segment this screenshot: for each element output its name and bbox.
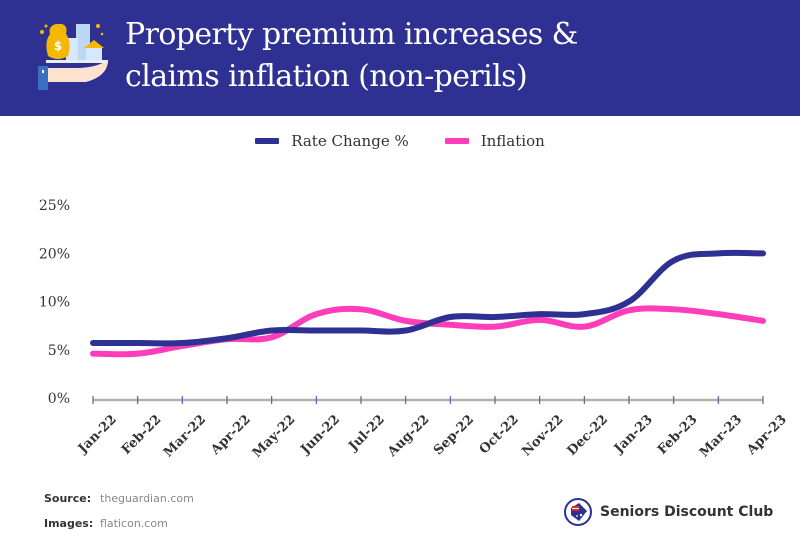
data-point-inflation[interactable] — [760, 318, 766, 324]
series-lines — [90, 249, 766, 358]
x-tick-label: Jul-22 — [345, 412, 387, 454]
data-point-rate-change[interactable] — [135, 340, 141, 346]
data-point-inflation[interactable] — [492, 324, 498, 330]
title-line-2: claims inflation (non-perils) — [125, 59, 528, 94]
images-line: Images: flaticon.com — [44, 517, 168, 530]
x-tick-label: Dec-22 — [565, 412, 612, 459]
legend-swatch-rate-change — [255, 138, 280, 144]
data-point-rate-change[interactable] — [760, 250, 766, 256]
data-point-rate-change[interactable] — [626, 299, 632, 305]
data-point-inflation[interactable] — [581, 324, 587, 330]
legend-swatch-inflation — [444, 138, 469, 144]
x-tick-label: May-22 — [250, 412, 299, 461]
data-point-rate-change[interactable] — [581, 311, 587, 317]
y-tick-label: 20% — [39, 246, 70, 262]
legend-label-rate-change: Rate Change % — [291, 132, 409, 150]
data-point-rate-change[interactable] — [715, 250, 721, 256]
money-bag-buildings-hand-icon: $ — [38, 24, 108, 90]
y-tick-label: 25% — [39, 198, 70, 214]
data-point-rate-change[interactable] — [313, 328, 319, 334]
data-point-rate-change[interactable] — [358, 328, 364, 334]
x-tick-label: Jan-22 — [75, 412, 120, 457]
x-tick-label: Feb-23 — [655, 412, 701, 458]
data-point-inflation[interactable] — [671, 306, 677, 312]
chart-title: Property premium increases & claims infl… — [125, 14, 578, 98]
chart-legend: Rate Change % Inflation — [0, 132, 800, 150]
data-point-inflation[interactable] — [537, 317, 543, 323]
x-tick-label: Oct-22 — [477, 412, 522, 457]
data-point-inflation[interactable] — [313, 311, 319, 317]
legend-item-inflation[interactable]: Inflation — [444, 132, 545, 150]
title-line-1: Property premium increases & — [125, 17, 578, 52]
data-point-inflation[interactable] — [358, 306, 364, 312]
data-point-rate-change[interactable] — [447, 314, 453, 320]
x-tick-label: Aug-22 — [384, 412, 432, 460]
x-tick-label: Jun-22 — [298, 412, 344, 458]
y-tick-label: 5% — [48, 343, 70, 359]
data-point-rate-change[interactable] — [403, 328, 409, 334]
x-tick-label: Feb-22 — [119, 412, 165, 458]
data-point-rate-change[interactable] — [492, 314, 498, 320]
images-label: Images: — [44, 517, 94, 530]
legend-item-rate-change[interactable]: Rate Change % — [255, 132, 409, 150]
data-point-inflation[interactable] — [90, 351, 96, 357]
y-tick-label: 0% — [48, 391, 70, 407]
data-point-rate-change[interactable] — [671, 258, 677, 264]
x-tick-label: Sep-22 — [431, 412, 477, 458]
data-point-inflation[interactable] — [447, 322, 453, 328]
australia-flag-tag-icon — [564, 498, 592, 526]
legend-label-inflation: Inflation — [480, 132, 545, 150]
source-label: Source: — [44, 492, 92, 505]
source-line: Source: theguardian.com — [44, 492, 194, 505]
images-value[interactable]: flaticon.com — [100, 517, 168, 530]
data-point-rate-change[interactable] — [179, 340, 185, 346]
data-point-inflation[interactable] — [269, 334, 275, 340]
y-tick-label: 10% — [39, 295, 70, 311]
source-value[interactable]: theguardian.com — [100, 492, 194, 505]
data-point-rate-change[interactable] — [269, 328, 275, 334]
data-point-rate-change[interactable] — [90, 340, 96, 346]
data-point-inflation[interactable] — [626, 307, 632, 313]
data-point-rate-change[interactable] — [224, 335, 230, 341]
x-tick-label: Jan-23 — [611, 412, 656, 457]
data-point-rate-change[interactable] — [537, 311, 543, 317]
x-tick-label: Apr-22 — [208, 412, 254, 458]
y-axis: 0% 5% 10% 20% 25% — [39, 198, 70, 407]
svg-text:$: $ — [54, 39, 62, 53]
series-line-rate-change[interactable] — [90, 249, 766, 347]
x-tick-label: Nov-22 — [519, 412, 566, 459]
series-line-inflation[interactable] — [90, 305, 766, 358]
x-tick-label: Mar-22 — [161, 412, 209, 460]
x-tick-label: Apr-23 — [744, 412, 790, 458]
header-banner: $ Property premium increases & claims in… — [0, 0, 800, 116]
x-tick-label: Mar-23 — [697, 412, 745, 460]
data-point-inflation[interactable] — [403, 318, 409, 324]
data-point-inflation[interactable] — [135, 351, 141, 357]
data-point-inflation[interactable] — [715, 311, 721, 317]
brand-logo[interactable]: Seniors Discount Club — [564, 498, 773, 526]
brand-name: Seniors Discount Club — [600, 504, 774, 520]
